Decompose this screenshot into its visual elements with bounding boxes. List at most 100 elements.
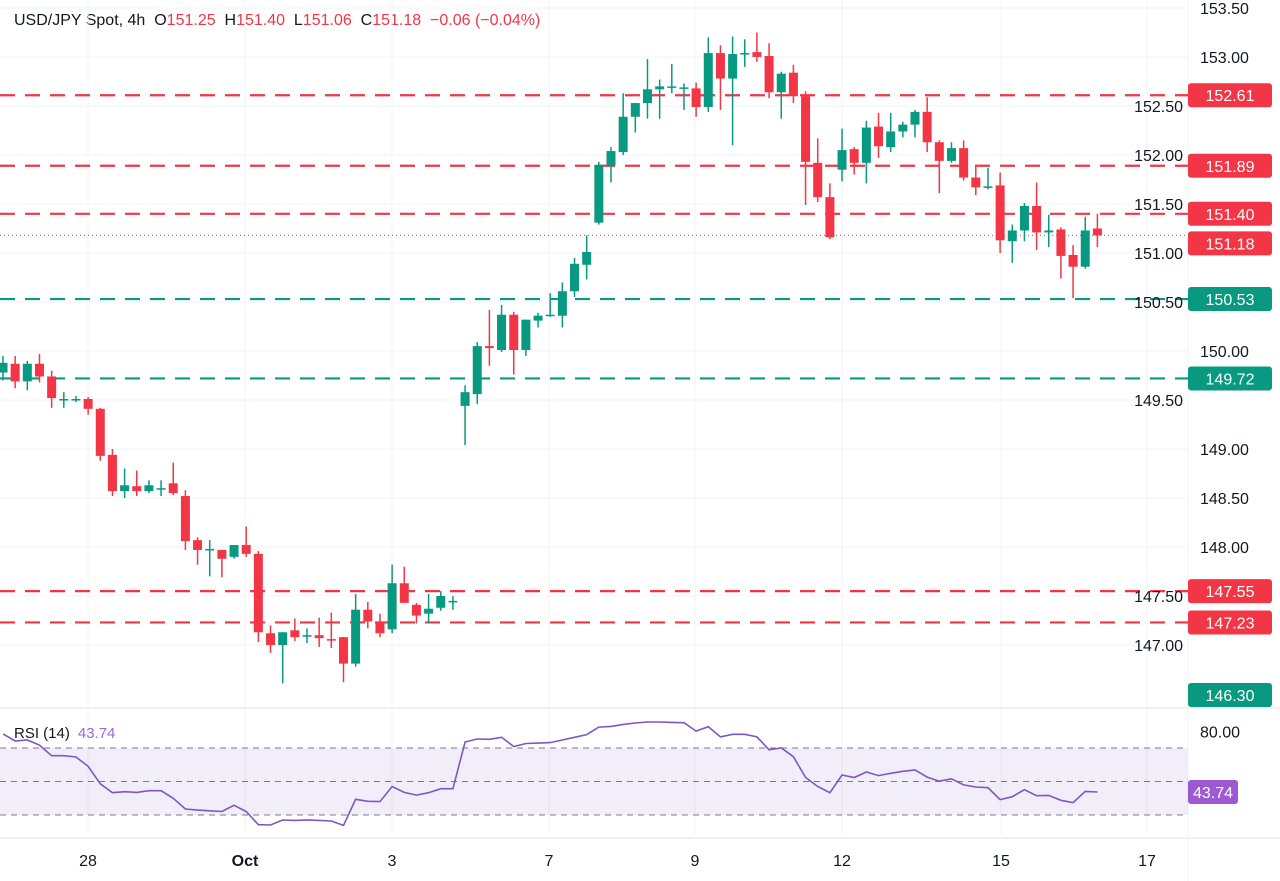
candle-up <box>120 485 130 492</box>
level-price-tag-box <box>1188 287 1272 312</box>
level-price-tag: 147.23 <box>1206 615 1255 632</box>
rsi-value-tag-box <box>1188 779 1238 804</box>
candle-down <box>132 486 142 492</box>
level-price-tag: 151.40 <box>1206 207 1255 224</box>
candle-up <box>910 111 920 125</box>
rsi-line <box>2 721 1098 827</box>
candle-up <box>1044 230 1054 233</box>
level-price-tag: 149.72 <box>1206 371 1255 388</box>
candle-up <box>594 164 604 223</box>
time-tick-label: 17 <box>1138 853 1156 870</box>
candle-up <box>703 53 713 107</box>
price-tick-label: 148.50 <box>1200 491 1249 508</box>
candle-down <box>399 583 409 603</box>
low-label: L <box>293 12 303 29</box>
candle-down <box>752 52 762 57</box>
candle-down <box>934 142 944 161</box>
time-tick-label: 12 <box>833 853 851 870</box>
candle-up <box>728 54 738 79</box>
candle-up <box>533 315 543 321</box>
level-price-tag: 147.55 <box>1206 584 1255 601</box>
rsi-title: RSI (14) <box>14 725 70 742</box>
candle-down <box>484 346 494 349</box>
price-tick-label: 152.00 <box>1134 148 1183 165</box>
level-price-tag-box <box>1188 83 1272 108</box>
candle-up <box>460 392 470 406</box>
candle-up <box>229 545 239 557</box>
candle-up <box>570 263 580 292</box>
candle-down <box>1032 205 1042 233</box>
close-value: 151.18 <box>372 12 422 29</box>
candle-up <box>71 399 81 401</box>
time-axis[interactable]: 28 Oct 3 7 9 12 15 17 <box>79 853 1156 870</box>
candle-down <box>874 126 884 147</box>
symbol-title: USD/JPY Spot, 4h <box>14 12 146 29</box>
level-lines <box>0 94 1188 624</box>
candle-up <box>497 314 507 351</box>
symbol-legend: USD/JPY Spot, 4h O151.25 H151.40 L151.06… <box>14 12 540 30</box>
candle-up <box>983 186 993 188</box>
candle-down <box>995 185 1005 241</box>
time-tick-label: 9 <box>691 853 700 870</box>
candle-up <box>302 635 312 637</box>
time-tick-label: 15 <box>992 853 1010 870</box>
candle-up <box>898 124 908 132</box>
candle-up <box>679 87 689 89</box>
candle-down <box>107 454 117 492</box>
candle-up <box>436 596 446 608</box>
rsi-pane <box>2 721 1098 827</box>
candle-up <box>1007 230 1017 242</box>
candle-up <box>205 548 215 551</box>
price-tick-label: 150.00 <box>1200 344 1249 361</box>
price-tick-label: 151.50 <box>1134 197 1183 214</box>
open-value: 151.25 <box>166 12 216 29</box>
candle-up <box>22 363 32 382</box>
price-tick-label: 153.50 <box>1200 1 1249 18</box>
price-tick-label: 149.50 <box>1134 393 1183 410</box>
candle-up <box>886 131 896 148</box>
candle-up <box>1080 230 1090 267</box>
candle-down <box>180 496 190 542</box>
candle-down <box>509 314 519 351</box>
candle-up <box>557 291 567 316</box>
price-tags: 152.61 151.89 151.40 150.53 149.72 147.55 147.… <box>1188 83 1272 804</box>
level-price-tag-box <box>1188 153 1272 178</box>
candle-down <box>34 363 44 377</box>
price-axis[interactable]: 153.50 153.00 152.50 152.00 151.50 151.00 150.… <box>1134 1 1249 741</box>
high-label: H <box>224 12 237 29</box>
candle-up <box>642 89 652 104</box>
candle-up <box>667 86 677 88</box>
bottom-price-tag-box <box>1188 683 1272 707</box>
candle-down <box>801 96 811 162</box>
candle-down <box>95 408 105 456</box>
candle-down <box>813 162 823 198</box>
level-price-tag-box <box>1188 201 1272 226</box>
candle-down <box>338 637 348 664</box>
candle-down <box>825 197 835 238</box>
candle-up <box>545 314 555 317</box>
high-value: 151.40 <box>236 12 285 29</box>
candle-down <box>168 483 178 494</box>
price-tick-label: 152.50 <box>1134 99 1183 116</box>
candle-down <box>411 604 421 616</box>
candle-up <box>351 609 361 664</box>
candle-down <box>959 148 969 178</box>
candle-down <box>253 553 263 633</box>
price-tick-label: 153.00 <box>1200 50 1249 67</box>
candles <box>0 32 1102 684</box>
low-value: 151.06 <box>302 12 352 29</box>
candle-up <box>144 485 154 492</box>
candle-up <box>606 151 616 166</box>
candle-up <box>861 127 871 163</box>
price-tick-label: 151.00 <box>1134 246 1183 263</box>
candle-up <box>521 319 531 351</box>
candle-down <box>290 630 300 638</box>
candle-down <box>715 53 725 79</box>
candle-up <box>387 583 397 630</box>
rsi-tick-label: 80.00 <box>1200 724 1240 741</box>
close-label: C <box>360 12 373 29</box>
price-tick-label: 148.00 <box>1200 540 1249 557</box>
candle-up <box>448 600 458 603</box>
candle-up <box>776 73 786 93</box>
